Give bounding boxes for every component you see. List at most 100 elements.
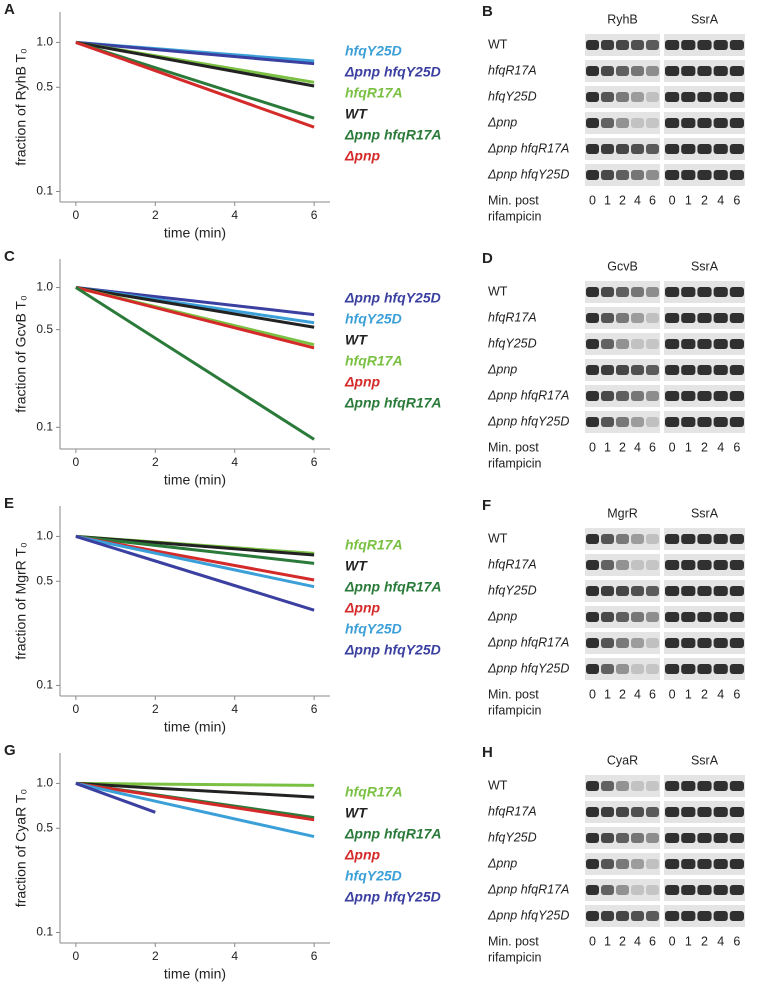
time-label: rifampicin (488, 950, 542, 964)
panel-label: A (4, 1, 15, 18)
x-tick-label: 4 (231, 702, 238, 716)
band (729, 612, 744, 622)
band (697, 859, 712, 869)
band (646, 417, 659, 427)
band (586, 781, 599, 791)
row-label: hfqR17A (488, 804, 537, 818)
band (665, 885, 680, 895)
band (713, 339, 728, 349)
lane-label: 2 (701, 440, 708, 454)
band (729, 40, 744, 50)
band (586, 92, 599, 102)
band (697, 638, 712, 648)
band (697, 833, 712, 843)
band (631, 313, 644, 323)
lane-label: 0 (669, 440, 676, 454)
row-label: Δpnp hfqR17A (487, 141, 569, 155)
lane-label: 6 (649, 440, 656, 454)
blot (585, 775, 660, 797)
band (697, 365, 712, 375)
row-label: WT (488, 284, 508, 298)
lane-label: 6 (733, 934, 740, 948)
band (665, 170, 680, 180)
band (616, 170, 629, 180)
legend-entry: Δpnp hfqY25D (344, 64, 441, 80)
panel-label: H (482, 744, 493, 761)
band (601, 144, 614, 154)
band (729, 66, 744, 76)
row-label: hfqR17A (488, 63, 537, 77)
band (713, 807, 728, 817)
band (713, 170, 728, 180)
x-tick-label: 4 (231, 949, 238, 963)
band (665, 859, 680, 869)
band (665, 911, 680, 921)
legend-entry: Δpnp (344, 847, 381, 863)
band (601, 287, 614, 297)
band (631, 612, 644, 622)
band (681, 885, 696, 895)
band (697, 339, 712, 349)
band (646, 885, 659, 895)
legend-entry: Δpnp hfqY25D (344, 642, 441, 658)
band (646, 859, 659, 869)
band (616, 807, 629, 817)
band (631, 638, 644, 648)
y-tick-label: 0.1 (36, 184, 53, 198)
band (631, 534, 644, 544)
row-label: hfqR17A (488, 310, 537, 324)
band (631, 118, 644, 128)
band (631, 339, 644, 349)
series-line (75, 41, 315, 129)
band (631, 40, 644, 50)
band (681, 534, 696, 544)
blot (585, 333, 660, 355)
band (601, 365, 614, 375)
band (713, 391, 728, 401)
band (631, 92, 644, 102)
band (729, 417, 744, 427)
band (681, 417, 696, 427)
series-line (75, 286, 315, 329)
band (697, 911, 712, 921)
x-axis-title: time (min) (164, 719, 226, 735)
band (646, 638, 659, 648)
band (601, 560, 614, 570)
lane-label: 4 (717, 193, 724, 207)
band (697, 417, 712, 427)
band (713, 859, 728, 869)
lane-label: 4 (634, 934, 641, 948)
band (616, 40, 629, 50)
band (665, 313, 680, 323)
band (665, 92, 680, 102)
band (601, 664, 614, 674)
band (729, 638, 744, 648)
band (697, 170, 712, 180)
legend-entry: hfqR17A (345, 85, 403, 101)
band (631, 859, 644, 869)
legend-entry: Δpnp hfqR17A (344, 826, 442, 842)
band (713, 417, 728, 427)
band (631, 365, 644, 375)
lane-label: 6 (733, 687, 740, 701)
band (665, 807, 680, 817)
band (631, 391, 644, 401)
series-line (75, 286, 315, 441)
band (665, 560, 680, 570)
row-label: Δpnp hfqR17A (487, 882, 569, 896)
band (729, 534, 744, 544)
legend-entry: Δpnp hfqR17A (344, 579, 442, 595)
band (697, 92, 712, 102)
band (681, 144, 696, 154)
blot (585, 554, 660, 576)
row-label: WT (488, 37, 508, 51)
panel-label: E (4, 495, 14, 512)
band (665, 781, 680, 791)
band (681, 170, 696, 180)
band (665, 534, 680, 544)
band (681, 560, 696, 570)
band (586, 118, 599, 128)
band (697, 586, 712, 596)
y-tick-label: 0.1 (36, 420, 53, 434)
band (646, 612, 659, 622)
